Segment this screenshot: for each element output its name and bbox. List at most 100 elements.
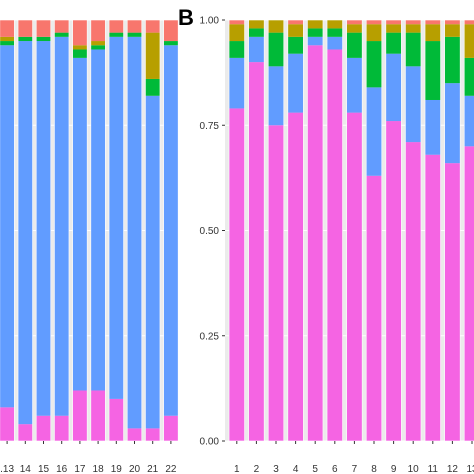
x-tick-label: 1 xyxy=(234,464,240,474)
bar-segment-series-5-cat-14 xyxy=(18,20,33,37)
y-tick-label: 0.50 xyxy=(200,226,220,237)
bar-segment-series-3-cat-8 xyxy=(366,41,382,88)
bar-segment-series-2-cat-20 xyxy=(127,36,142,429)
bar-segment-series-4-cat-7 xyxy=(346,24,363,33)
bar-segment-series-3-cat-18 xyxy=(90,45,106,50)
bar-segment-series-5-cat-13 xyxy=(0,20,15,37)
bar-segment-series-3-cat-22 xyxy=(163,41,179,46)
bar-segment-series-2-cat-12 xyxy=(444,83,461,164)
bar-segment-series-4-cat-21 xyxy=(145,32,160,79)
bar-segment-series-1-cat-16 xyxy=(54,415,69,441)
x-tick-label: 15 xyxy=(38,464,50,474)
bar-segment-series-4-cat-13 xyxy=(464,24,474,58)
x-tick-label: 14 xyxy=(20,464,32,474)
x-tick-label: 16 xyxy=(56,464,68,474)
panel-b-chart: 123456789101112130.000.250.500.751.00B xyxy=(178,5,474,474)
bar-segment-series-1-cat-9 xyxy=(385,121,402,441)
bar-segment-series-5-cat-15 xyxy=(36,20,51,37)
bar-segment-series-5-cat-20 xyxy=(127,20,142,33)
bar-segment-series-3-cat-2 xyxy=(248,28,265,37)
bar-segment-series-1-cat-17 xyxy=(72,390,88,441)
bar-segment-series-3-cat-13 xyxy=(464,57,474,96)
bar-segment-series-1-cat-8 xyxy=(366,175,382,441)
x-tick-label: 9 xyxy=(391,464,397,474)
bar-segment-series-4-cat-2 xyxy=(248,20,265,29)
bar-segment-series-2-cat-21 xyxy=(145,95,160,429)
bar-segment-series-2-cat-11 xyxy=(425,99,441,155)
bar-segment-series-1-cat-13 xyxy=(0,407,15,441)
x-tick-label: 2 xyxy=(254,464,260,474)
bar-segment-series-3-cat-15 xyxy=(36,36,51,42)
bar-segment-series-4-cat-11 xyxy=(425,24,441,42)
bar-segment-series-1-cat-22 xyxy=(163,415,179,441)
bar-segment-series-4-cat-6 xyxy=(327,20,343,29)
x-tick-label: 13 xyxy=(466,464,474,474)
bar-segment-series-3-cat-13 xyxy=(0,41,15,46)
x-tick-label: 11 xyxy=(428,464,439,474)
x-tick-label: 4 xyxy=(293,464,299,474)
bar-segment-series-1-cat-19 xyxy=(109,398,124,441)
bar-segment-series-2-cat-10 xyxy=(405,66,421,143)
bar-segment-series-5-cat-4 xyxy=(287,20,304,25)
bar-segment-series-3-cat-9 xyxy=(385,32,402,54)
bar-segment-series-2-cat-17 xyxy=(72,57,88,391)
bar-segment-series-3-cat-20 xyxy=(127,32,142,37)
panel-a-chart: .13 14 15 16 17 18 19 20 21 22 xyxy=(0,19,179,474)
bar-segment-series-4-cat-17 xyxy=(72,45,88,50)
x-tick-label: 8 xyxy=(371,464,377,474)
bar-segment-series-4-cat-5 xyxy=(307,20,323,29)
bar-segment-series-1-cat-4 xyxy=(287,112,304,442)
bar-segment-series-5-cat-7 xyxy=(346,20,363,25)
x-tick-label: 19 xyxy=(111,464,123,474)
bar-segment-series-1-cat-10 xyxy=(405,142,421,441)
bar-segment-series-2-cat-8 xyxy=(366,87,382,176)
bar-segment-series-3-cat-3 xyxy=(268,32,284,67)
bar-segment-series-3-cat-6 xyxy=(327,28,343,37)
bar-segment-series-2-cat-13 xyxy=(0,45,15,408)
y-tick-label: 1.00 xyxy=(200,16,220,27)
panel-label: B xyxy=(178,5,194,30)
y-tick-label: 0.25 xyxy=(200,331,220,342)
x-tick-label: 3 xyxy=(273,464,279,474)
x-tick-label: 20 xyxy=(129,464,141,474)
x-tick-label: 17 xyxy=(74,464,86,474)
bar-segment-series-5-cat-22 xyxy=(163,20,179,42)
bar-segment-series-1-cat-11 xyxy=(425,154,441,441)
bar-segment-series-2-cat-9 xyxy=(385,53,402,122)
bar-segment-series-2-cat-6 xyxy=(327,36,343,50)
bar-segment-series-4-cat-3 xyxy=(268,20,284,33)
bar-segment-series-1-cat-14 xyxy=(18,424,33,441)
bar-segment-series-2-cat-3 xyxy=(268,66,284,126)
bar-segment-series-5-cat-10 xyxy=(405,20,421,25)
bar-segment-series-3-cat-7 xyxy=(346,32,363,58)
bar-segment-series-4-cat-4 xyxy=(287,24,304,37)
bar-segment-series-1-cat-13 xyxy=(464,146,474,442)
bar-segment-series-3-cat-19 xyxy=(109,32,124,37)
bar-segment-series-5-cat-13 xyxy=(464,20,474,25)
bar-segment-series-2-cat-18 xyxy=(90,49,106,391)
bar-segment-series-1-cat-1 xyxy=(229,108,245,441)
bar-segment-series-4-cat-8 xyxy=(366,24,382,42)
x-tick-label: 6 xyxy=(332,464,338,474)
bar-segment-series-1-cat-15 xyxy=(36,415,51,441)
bar-segment-series-4-cat-18 xyxy=(90,41,106,46)
x-tick-label: 10 xyxy=(408,464,420,474)
x-tick-label: 12 xyxy=(447,464,459,474)
bar-segment-series-5-cat-1 xyxy=(229,20,245,25)
bar-segment-series-2-cat-4 xyxy=(287,53,304,113)
bar-segment-series-5-cat-21 xyxy=(145,20,160,33)
bar-segment-series-4-cat-10 xyxy=(405,24,421,33)
bar-segment-series-1-cat-5 xyxy=(307,45,323,441)
bar-segment-series-1-cat-12 xyxy=(444,163,461,441)
bar-segment-series-3-cat-16 xyxy=(54,32,69,37)
bar-segment-series-3-cat-10 xyxy=(405,32,421,67)
x-tick-label: 5 xyxy=(312,464,318,474)
bar-segment-series-3-cat-12 xyxy=(444,36,461,84)
x-tick-label: .13 xyxy=(0,464,14,474)
bar-segment-series-2-cat-1 xyxy=(229,57,245,109)
bar-segment-series-2-cat-14 xyxy=(18,41,33,425)
bar-segment-series-1-cat-3 xyxy=(268,125,284,441)
bar-segment-series-2-cat-15 xyxy=(36,41,51,416)
x-tick-label: 7 xyxy=(352,464,358,474)
